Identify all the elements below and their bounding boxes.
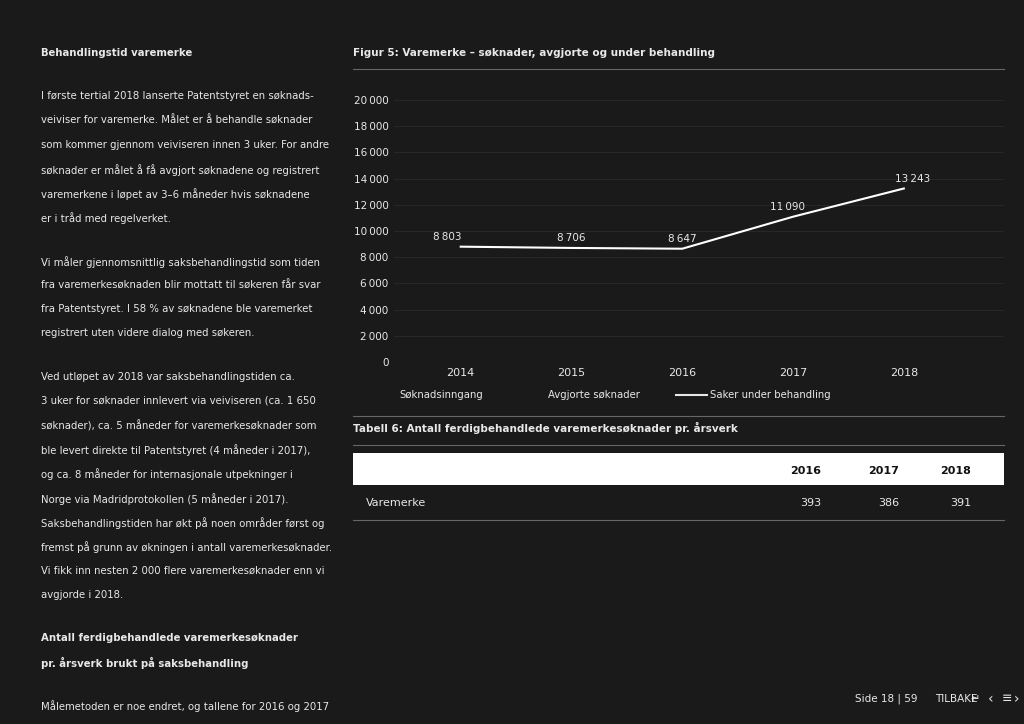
FancyBboxPatch shape [353, 452, 1004, 485]
Text: 8 647: 8 647 [668, 234, 696, 244]
Text: ›: › [1014, 691, 1019, 706]
Text: Varemerke: Varemerke [367, 498, 427, 508]
Text: TILBAKE: TILBAKE [935, 694, 978, 704]
Text: 2016: 2016 [791, 466, 821, 476]
Text: Søknadsinngang: Søknadsinngang [399, 390, 483, 400]
Text: 2017: 2017 [868, 466, 899, 476]
Text: Norge via Madridprotokollen (5 måneder i 2017).: Norge via Madridprotokollen (5 måneder i… [41, 493, 289, 505]
Text: ≡: ≡ [1001, 692, 1012, 705]
Text: søknader), ca. 5 måneder for varemerkesøknader som: søknader), ca. 5 måneder for varemerkesø… [41, 420, 316, 432]
Text: ‹: ‹ [988, 691, 993, 706]
Text: Figur 5: Varemerke – søknader, avgjorte og under behandling: Figur 5: Varemerke – søknader, avgjorte … [353, 48, 716, 58]
Text: fra varemerkesøknaden blir mottatt til søkeren får svar: fra varemerkesøknaden blir mottatt til s… [41, 280, 321, 290]
Text: 11 090: 11 090 [770, 202, 805, 212]
Text: Saksbehandlingstiden har økt på noen områder først og: Saksbehandlingstiden har økt på noen omr… [41, 517, 325, 529]
Text: registrert uten videre dialog med søkeren.: registrert uten videre dialog med søkere… [41, 329, 254, 338]
Text: Vi måler gjennomsnittlig saksbehandlingstid som tiden: Vi måler gjennomsnittlig saksbehandlings… [41, 256, 319, 268]
Text: som kommer gjennom veiviseren innen 3 uker. For andre: som kommer gjennom veiviseren innen 3 uk… [41, 140, 329, 150]
Text: avgjorde i 2018.: avgjorde i 2018. [41, 589, 123, 599]
Text: veiviser for varemerke. Målet er å behandle søknader: veiviser for varemerke. Målet er å behan… [41, 116, 312, 126]
Text: varemerkene i løpet av 3–6 måneder hvis søknadene: varemerkene i løpet av 3–6 måneder hvis … [41, 188, 309, 200]
Text: I første tertial 2018 lanserte Patentstyret en søknads-: I første tertial 2018 lanserte Patentsty… [41, 91, 313, 101]
Text: Saker under behandling: Saker under behandling [710, 390, 830, 400]
Text: søknader er målet å få avgjort søknadene og registrert: søknader er målet å få avgjort søknadene… [41, 164, 319, 176]
Text: Ved utløpet av 2018 var saksbehandlingstiden ca.: Ved utløpet av 2018 var saksbehandlingst… [41, 371, 295, 382]
Text: 13 243: 13 243 [895, 174, 931, 184]
Text: og ca. 8 måneder for internasjonale utpekninger i: og ca. 8 måneder for internasjonale utpe… [41, 468, 293, 481]
Text: Behandlingstid varemerke: Behandlingstid varemerke [41, 48, 193, 58]
Text: Side 18 | 59: Side 18 | 59 [855, 694, 918, 704]
Text: Antall ferdigbehandlede varemerkesøknader: Antall ferdigbehandlede varemerkesøknade… [41, 633, 298, 643]
Text: Tabell 6: Antall ferdigbehandlede varemerkesøknader pr. årsverk: Tabell 6: Antall ferdigbehandlede vareme… [353, 422, 738, 434]
Text: 8 803: 8 803 [433, 232, 462, 242]
Text: Målemetoden er noe endret, og tallene for 2016 og 2017: Målemetoden er noe endret, og tallene fo… [41, 701, 329, 712]
Text: pr. årsverk brukt på saksbehandling: pr. årsverk brukt på saksbehandling [41, 657, 249, 669]
Text: Vi fikk inn nesten 2 000 flere varemerkesøknader enn vi: Vi fikk inn nesten 2 000 flere varemerke… [41, 565, 325, 576]
Text: 393: 393 [801, 498, 821, 508]
Text: er i tråd med regelverket.: er i tråd med regelverket. [41, 212, 171, 224]
Text: 3 uker for søknader innlevert via veiviseren (ca. 1 650: 3 uker for søknader innlevert via veivis… [41, 396, 315, 406]
Text: 2018: 2018 [940, 466, 971, 476]
Text: ble levert direkte til Patentstyret (4 måneder i 2017),: ble levert direkte til Patentstyret (4 m… [41, 445, 310, 456]
Text: ↵: ↵ [971, 694, 980, 704]
Text: fra Patentstyret. I 58 % av søknadene ble varemerket: fra Patentstyret. I 58 % av søknadene bl… [41, 304, 312, 314]
Text: 386: 386 [879, 498, 899, 508]
Text: fremst på grunn av økningen i antall varemerkesøknader.: fremst på grunn av økningen i antall var… [41, 542, 332, 553]
Text: 8 706: 8 706 [557, 233, 586, 243]
Text: 391: 391 [950, 498, 971, 508]
Text: Avgjorte søknader: Avgjorte søknader [548, 390, 640, 400]
